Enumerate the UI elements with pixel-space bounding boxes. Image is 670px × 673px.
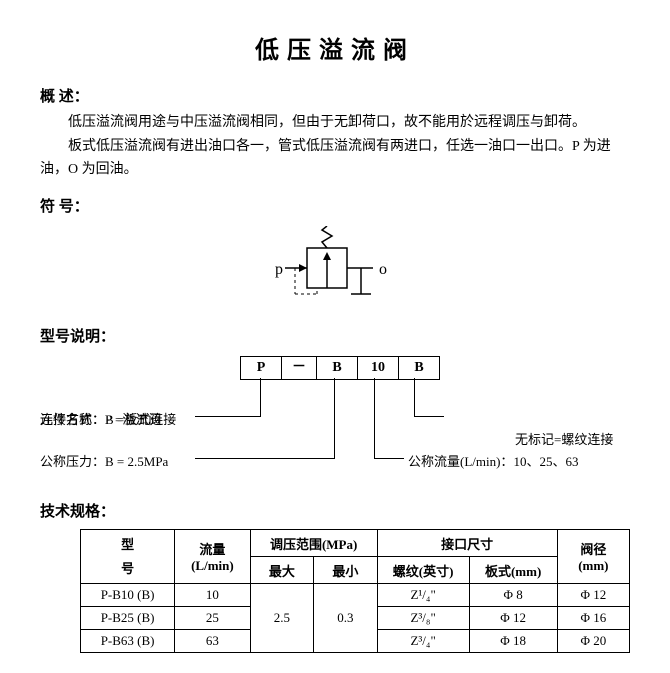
tech-head: 技术规格：	[40, 500, 630, 521]
model-label-connect: 连接方式：B =板式连接	[40, 409, 176, 428]
model-label-flow: 公称流量(L/min)：10、25、63	[408, 451, 578, 470]
overview-head: 概 述：	[40, 85, 630, 106]
symbol-p-label: p	[275, 261, 283, 278]
model-label-pressure: 公称压力：B = 2.5MPa	[40, 451, 168, 470]
symbol-o-label: o	[379, 261, 387, 278]
page-title: 低压溢流阀	[40, 30, 630, 65]
overview-p2: 板式低压溢流阀有进出油口各一，管式低压溢流阀有两进口，任选一油口一出口。P 为进…	[40, 136, 630, 181]
model-diagram: P － B 10 B 元件名称：P =溢流阀 公称压力：B = 2.5MPa 连…	[40, 356, 630, 486]
model-label-connect2: 无标记=螺纹连接	[515, 429, 613, 448]
model-cell-3: 10	[358, 356, 399, 380]
model-cell-1: －	[282, 356, 317, 380]
model-cell-0: P	[240, 356, 282, 380]
spec-table: 型号流量(L/min)调压范围(MPa)接口尺寸阀径(mm)最大最小螺纹(英寸)…	[80, 529, 630, 653]
model-cell-4: B	[399, 356, 440, 380]
symbol-head: 符 号：	[40, 195, 630, 216]
model-head: 型号说明：	[40, 325, 630, 346]
model-cell-2: B	[317, 356, 358, 380]
table-row: P-B10 (B)102.50.3Z¹/₄"Φ 8Φ 12	[81, 583, 630, 606]
overview-p1: 低压溢流阀用途与中压溢流阀相同，但由于无卸荷口，故不能用於远程调压与卸荷。	[40, 112, 630, 134]
symbol-diagram: p o	[40, 226, 630, 311]
relief-valve-symbol-icon: p o	[245, 226, 425, 306]
